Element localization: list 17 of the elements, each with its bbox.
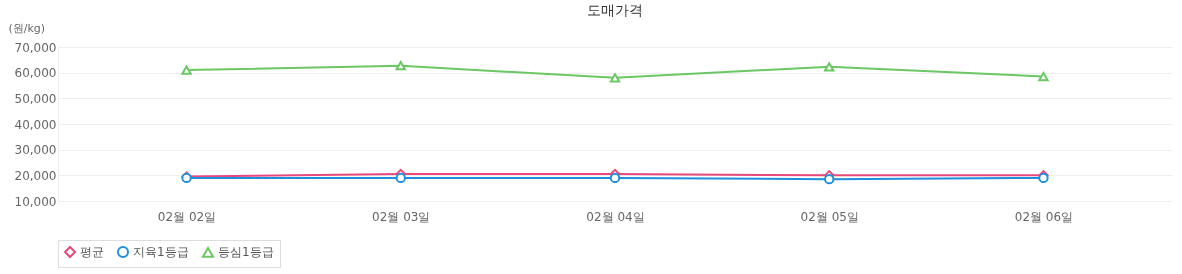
y-axis-title: (원/kg) (8, 21, 46, 35)
y-tick-label: 70,000 (14, 40, 57, 55)
y-tick-label: 40,000 (14, 117, 57, 132)
y-tick-label: 50,000 (14, 91, 57, 106)
legend-label: 등심1등급 (218, 245, 274, 260)
chart-title: 도매가격 (587, 2, 643, 18)
y-tick-label: 60,000 (14, 66, 57, 81)
y-tick-label: 20,000 (14, 168, 57, 183)
x-tick-label: 02월 06일 (1014, 209, 1074, 224)
y-tick-label: 10,000 (14, 194, 57, 209)
y-tick-label: 30,000 (14, 143, 57, 158)
legend-label: 지육1등급 (133, 245, 189, 259)
x-tick-label: 02월 02일 (157, 209, 217, 224)
x-tick-label: 02월 05일 (800, 209, 859, 224)
x-tick-label: 02월 04일 (586, 209, 645, 224)
legend-label: 평균 (80, 245, 104, 259)
x-tick-label: 02월 03일 (372, 209, 431, 224)
